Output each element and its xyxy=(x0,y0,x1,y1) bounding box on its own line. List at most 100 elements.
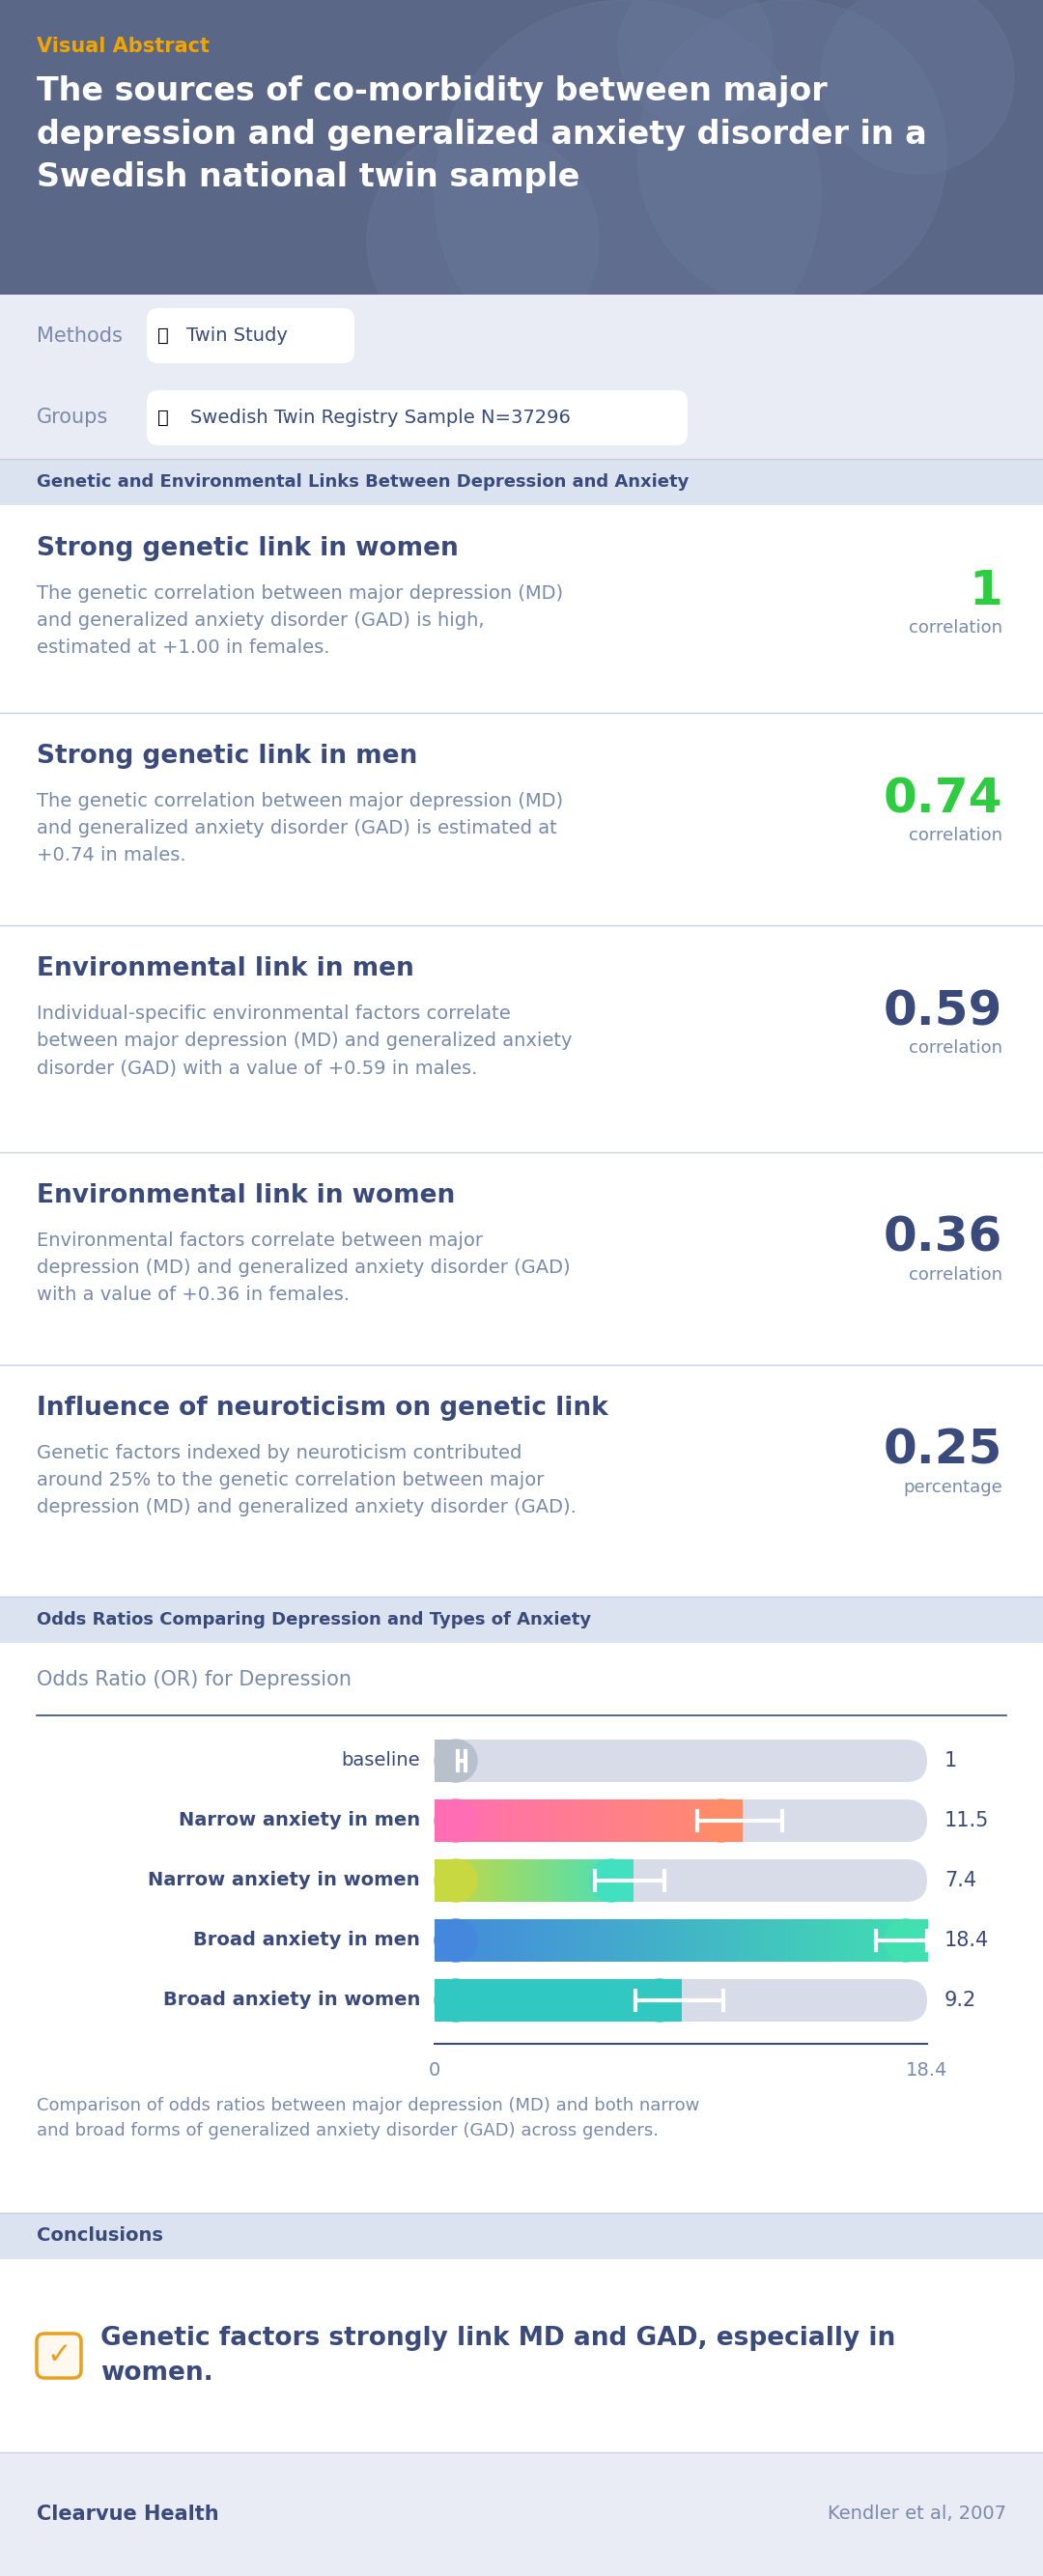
FancyBboxPatch shape xyxy=(743,1919,746,1963)
FancyBboxPatch shape xyxy=(549,1978,551,2022)
FancyBboxPatch shape xyxy=(562,1860,564,1901)
FancyBboxPatch shape xyxy=(0,1597,1043,1643)
FancyBboxPatch shape xyxy=(587,1978,589,2022)
FancyBboxPatch shape xyxy=(618,1860,621,1901)
FancyBboxPatch shape xyxy=(528,1860,529,1901)
Text: Clearvue Health: Clearvue Health xyxy=(37,2504,219,2524)
FancyBboxPatch shape xyxy=(547,1978,549,2022)
FancyBboxPatch shape xyxy=(860,1919,864,1963)
FancyBboxPatch shape xyxy=(484,1919,487,1963)
FancyBboxPatch shape xyxy=(671,1919,674,1963)
FancyBboxPatch shape xyxy=(537,1860,539,1901)
FancyBboxPatch shape xyxy=(731,1801,733,1842)
FancyBboxPatch shape xyxy=(826,1919,829,1963)
FancyBboxPatch shape xyxy=(462,1978,463,2022)
FancyBboxPatch shape xyxy=(647,1919,650,1963)
FancyBboxPatch shape xyxy=(642,1978,645,2022)
Circle shape xyxy=(435,1978,477,2022)
FancyBboxPatch shape xyxy=(848,1919,851,1963)
FancyBboxPatch shape xyxy=(601,1801,603,1842)
FancyBboxPatch shape xyxy=(678,1978,680,2022)
FancyBboxPatch shape xyxy=(0,2452,1043,2576)
FancyBboxPatch shape xyxy=(736,1801,738,1842)
FancyBboxPatch shape xyxy=(559,1860,561,1901)
FancyBboxPatch shape xyxy=(571,1919,573,1963)
FancyBboxPatch shape xyxy=(533,1801,535,1842)
FancyBboxPatch shape xyxy=(555,1919,558,1963)
FancyBboxPatch shape xyxy=(477,1860,478,1901)
FancyBboxPatch shape xyxy=(581,1978,583,2022)
FancyBboxPatch shape xyxy=(597,1801,599,1842)
Circle shape xyxy=(638,1978,681,2022)
FancyBboxPatch shape xyxy=(435,1739,927,1783)
FancyBboxPatch shape xyxy=(466,1919,469,1963)
Text: Environmental factors correlate between major
depression (MD) and generalized an: Environmental factors correlate between … xyxy=(37,1231,571,1303)
FancyBboxPatch shape xyxy=(730,1801,732,1842)
FancyBboxPatch shape xyxy=(498,1860,500,1901)
FancyBboxPatch shape xyxy=(556,1801,558,1842)
FancyBboxPatch shape xyxy=(518,1919,522,1963)
FancyBboxPatch shape xyxy=(583,1860,585,1901)
Text: Narrow anxiety in men: Narrow anxiety in men xyxy=(178,1811,420,1829)
FancyBboxPatch shape xyxy=(549,1860,550,1901)
FancyBboxPatch shape xyxy=(616,1801,618,1842)
FancyBboxPatch shape xyxy=(587,1801,589,1842)
FancyBboxPatch shape xyxy=(828,1919,831,1963)
FancyBboxPatch shape xyxy=(621,1978,623,2022)
FancyBboxPatch shape xyxy=(458,1801,460,1842)
FancyBboxPatch shape xyxy=(442,1860,444,1901)
FancyBboxPatch shape xyxy=(543,1860,545,1901)
FancyBboxPatch shape xyxy=(510,1978,511,2022)
FancyBboxPatch shape xyxy=(610,1860,611,1901)
FancyBboxPatch shape xyxy=(457,1978,459,2022)
FancyBboxPatch shape xyxy=(639,1919,641,1963)
FancyBboxPatch shape xyxy=(925,1919,927,1963)
FancyBboxPatch shape xyxy=(535,1978,537,2022)
Text: 0.59: 0.59 xyxy=(883,989,1002,1036)
FancyBboxPatch shape xyxy=(438,1801,440,1842)
FancyBboxPatch shape xyxy=(639,1801,641,1842)
FancyBboxPatch shape xyxy=(535,1919,538,1963)
FancyBboxPatch shape xyxy=(482,1860,484,1901)
FancyBboxPatch shape xyxy=(579,1860,581,1901)
FancyBboxPatch shape xyxy=(605,1801,607,1842)
FancyBboxPatch shape xyxy=(582,1860,584,1901)
FancyBboxPatch shape xyxy=(574,1978,576,2022)
FancyBboxPatch shape xyxy=(545,1919,549,1963)
Circle shape xyxy=(590,1860,633,1901)
FancyBboxPatch shape xyxy=(666,1801,669,1842)
FancyBboxPatch shape xyxy=(777,1919,780,1963)
FancyBboxPatch shape xyxy=(526,1919,529,1963)
FancyBboxPatch shape xyxy=(836,1919,839,1963)
FancyBboxPatch shape xyxy=(489,1860,490,1901)
FancyBboxPatch shape xyxy=(0,294,1043,376)
FancyBboxPatch shape xyxy=(474,1919,477,1963)
FancyBboxPatch shape xyxy=(841,1919,844,1963)
FancyBboxPatch shape xyxy=(584,1801,586,1842)
FancyBboxPatch shape xyxy=(503,1801,505,1842)
FancyBboxPatch shape xyxy=(558,1860,560,1901)
FancyBboxPatch shape xyxy=(627,1978,628,2022)
FancyBboxPatch shape xyxy=(792,1919,795,1963)
FancyBboxPatch shape xyxy=(496,1978,498,2022)
FancyBboxPatch shape xyxy=(630,1801,632,1842)
Text: Broad anxiety in men: Broad anxiety in men xyxy=(193,1932,420,1950)
FancyBboxPatch shape xyxy=(613,1860,614,1901)
FancyBboxPatch shape xyxy=(633,1978,634,2022)
FancyBboxPatch shape xyxy=(481,1860,483,1901)
FancyBboxPatch shape xyxy=(568,1860,569,1901)
FancyBboxPatch shape xyxy=(485,1801,487,1842)
FancyBboxPatch shape xyxy=(814,1919,817,1963)
FancyBboxPatch shape xyxy=(511,1978,513,2022)
FancyBboxPatch shape xyxy=(536,1860,538,1901)
FancyBboxPatch shape xyxy=(734,1801,736,1842)
FancyBboxPatch shape xyxy=(477,1978,478,2022)
FancyBboxPatch shape xyxy=(720,1801,722,1842)
FancyBboxPatch shape xyxy=(511,1919,514,1963)
FancyBboxPatch shape xyxy=(831,1919,834,1963)
FancyBboxPatch shape xyxy=(435,1860,436,1901)
FancyBboxPatch shape xyxy=(632,1919,634,1963)
FancyBboxPatch shape xyxy=(585,1919,588,1963)
FancyBboxPatch shape xyxy=(494,1860,495,1901)
FancyBboxPatch shape xyxy=(502,1860,504,1901)
